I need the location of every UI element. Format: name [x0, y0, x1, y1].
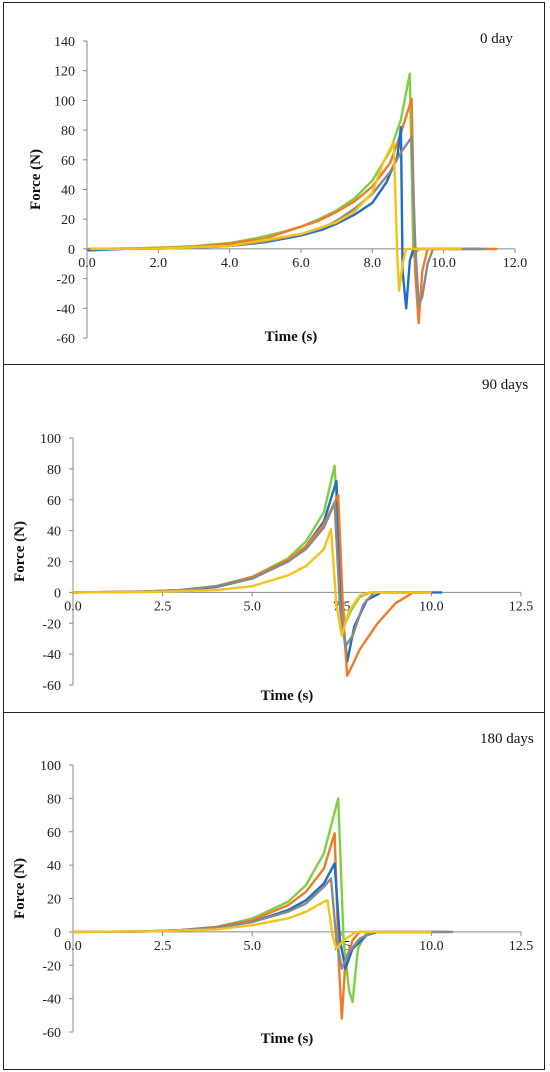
chart-panel-90-days: -60 -40 -20 0 20 40 60 80 100 0.0 2.5 5.0 7.5 10.0 12.…: [3, 364, 545, 714]
x-tick-label: 2.5: [154, 599, 172, 614]
series-line-3: [87, 136, 487, 307]
series-line-4: [90, 140, 462, 292]
y-tick-label: 0: [54, 926, 61, 941]
chart-panel-0-day: -60 -40 -20 0 20 40 60 80 100 120 140 0.0 2.0 4.0 6.0 8…: [3, 2, 545, 366]
chart-title: 180 days: [480, 731, 534, 747]
chart-panel-180-days: -60 -40 -20 0 20 40 60 80 100 0.0 2.5 5.0 7.5 10.0 12.…: [3, 712, 545, 1070]
chart-title: 90 days: [482, 377, 528, 393]
y-tick-label: -20: [56, 273, 75, 288]
x-tick-label: 12.0: [503, 256, 528, 271]
y-axis-label: Force (N): [28, 149, 44, 210]
y-tick-label: 0: [68, 243, 75, 258]
y-tick-label: 40: [61, 184, 75, 199]
y-tick-label: 140: [54, 35, 75, 50]
y-tick-label: -60: [42, 679, 61, 694]
series-line-4: [72, 899, 432, 950]
x-tick-label: 10.0: [419, 599, 444, 614]
y-tick-label: -60: [56, 332, 75, 347]
chart-0-day: -60 -40 -20 0 20 40 60 80 100 120 140 0.0 2.0 4.0 6.0 8…: [28, 31, 528, 347]
series-line-4: [72, 527, 432, 637]
y-tick-label: 80: [61, 124, 75, 139]
y-axis-label: Force (N): [12, 521, 28, 582]
x-tick-label: 0.0: [64, 599, 82, 614]
y-tick-label: 120: [54, 65, 75, 80]
x-tick-label: 0.0: [64, 939, 82, 954]
y-tick-label: -40: [42, 648, 61, 663]
y-tick-label: 0: [54, 586, 61, 601]
x-tick-label: 2.0: [150, 256, 168, 271]
y-tick-label: 20: [61, 213, 75, 228]
x-tick-label: 6.0: [292, 256, 310, 271]
y-tick-label: 60: [61, 154, 75, 169]
y-tick-label: -40: [42, 993, 61, 1008]
x-axis-label: Time (s): [261, 688, 314, 704]
y-tick-label: 60: [47, 826, 61, 841]
x-tick-label: 10.0: [419, 939, 444, 954]
series-line-0: [90, 72, 462, 258]
chart-title: 0 day: [480, 31, 513, 47]
x-tick-label: 4.0: [221, 256, 239, 271]
x-tick-label: 12.5: [509, 939, 534, 954]
x-tick-label: 12.5: [509, 599, 534, 614]
y-tick-label: 100: [40, 432, 61, 447]
y-tick-label: 80: [47, 463, 61, 478]
y-tick-label: 100: [54, 94, 75, 109]
y-tick-label: 80: [47, 792, 61, 807]
x-tick-label: 8.0: [364, 256, 382, 271]
series-line-1: [90, 97, 498, 325]
y-tick-label: 100: [40, 759, 61, 774]
y-tick-label: -60: [42, 1026, 61, 1041]
series-line-1: [72, 480, 443, 663]
y-tick-label: 40: [47, 525, 61, 540]
y-tick-label: -20: [42, 617, 61, 632]
x-tick-label: 5.0: [243, 939, 261, 954]
x-tick-label: 10.0: [431, 256, 456, 271]
x-axis-label: Time (s): [261, 1031, 314, 1047]
x-axis-label: Time (s): [265, 329, 318, 345]
y-tick-label: 40: [47, 859, 61, 874]
y-tick-label: 60: [47, 494, 61, 509]
y-tick-label: 20: [47, 556, 61, 571]
series-line-0: [72, 797, 432, 1004]
y-axis-label: Force (N): [12, 858, 28, 919]
y-tick-label: -40: [56, 302, 75, 317]
x-tick-label: 0.0: [78, 256, 96, 271]
x-tick-label: 2.5: [154, 939, 172, 954]
y-tick-label: 20: [47, 893, 61, 908]
y-tick-label: -20: [42, 959, 61, 974]
x-tick-label: 5.0: [243, 599, 261, 614]
